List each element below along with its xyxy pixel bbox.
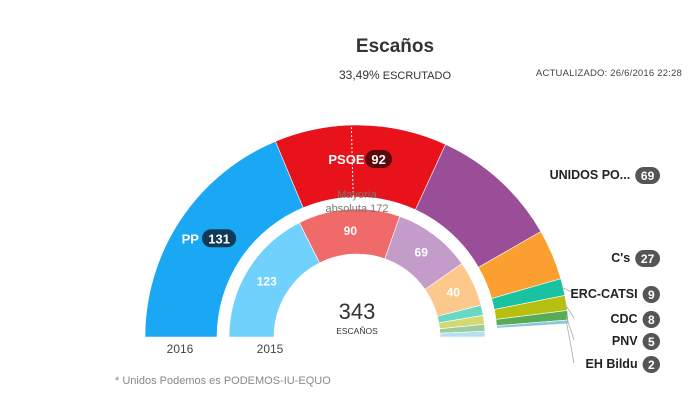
outer-value-badge-psoe [365, 150, 392, 169]
legend-value-unidos-po: 69 [641, 169, 655, 183]
legend-label-c-s: C's [611, 251, 630, 265]
legend-badge-erc-catsi [642, 286, 660, 303]
chart-title: Escaños [355, 36, 435, 57]
total-seats-label: ESCAÑOS [336, 326, 378, 336]
legend-label-eh-bildu: EH Bildu [586, 357, 638, 371]
year-label-2016: 2016 [167, 342, 194, 356]
inner-value-2: 90 [344, 224, 358, 238]
legend-label-cdc: CDC [611, 312, 638, 326]
right-side-legend: UNIDOS PO... 69 C's 27 ERC-CATSI 9 CDC 8 PNV 5 EH … [550, 167, 660, 373]
outer-value-psoe: 92 [371, 152, 385, 167]
legend-badge-eh-bildu [642, 356, 660, 373]
legend-label-erc-catsi: ERC-CATSI [570, 287, 637, 301]
majority-label-line1: Mayoría [337, 189, 378, 201]
inner-ring-labels: 123 90 69 40 [257, 224, 461, 300]
legend-badge-cdc [642, 311, 660, 328]
legend-label-pnv: PNV [612, 334, 638, 348]
inner-value-1: 123 [257, 274, 277, 288]
count-label: ESCRUTADO [382, 70, 451, 82]
outer-label-pp: PP [182, 231, 200, 246]
legend-badge-pnv [642, 333, 660, 350]
legend-leader-cdc [563, 302, 575, 319]
year-label-2015: 2015 [257, 342, 284, 356]
majority-label-line2: absoluta 172 [326, 203, 389, 215]
legend-badge-c-s [635, 250, 660, 267]
legend-value-c-s: 27 [641, 252, 655, 266]
inner-ring-2015 [228, 208, 486, 338]
outer-ring-labels: PP 131 PSOE 92 [182, 150, 392, 248]
legend-leader-erc-catsi [560, 286, 575, 294]
legend-value-erc-catsi: 9 [648, 288, 655, 302]
count-progress: 33,49% ESCRUTADO [0, 68, 700, 82]
updated-timestamp: ACTUALIZADO: 26/6/2016 22:28 [535, 68, 682, 79]
majority-marker-line [350, 125, 354, 198]
legend-label-unidos-po: UNIDOS PO... [550, 168, 631, 182]
outer-segment-eh-bildu[interactable] [496, 319, 569, 329]
outer-label-psoe: PSOE [328, 152, 364, 167]
total-seats-number: 343 [339, 299, 376, 324]
legend-value-eh-bildu: 2 [648, 358, 655, 372]
inner-value-4: 40 [447, 286, 461, 300]
footnote: * Unidos Podemos es PODEMOS-IU-EQUO [115, 375, 331, 387]
legend-value-pnv: 5 [648, 335, 655, 349]
legend-badge-unidos-po [635, 167, 660, 184]
inner-value-3: 69 [415, 246, 429, 260]
outer-value-pp: 131 [208, 231, 230, 246]
count-percentage: 33,49% [338, 68, 380, 82]
legend-leader-pnv [565, 315, 575, 341]
inner-segment-party-8[interactable] [439, 330, 486, 338]
legend-leader-eh-bildu [566, 321, 575, 364]
legend-value-cdc: 8 [648, 313, 655, 327]
outer-value-badge-pp [201, 229, 237, 248]
